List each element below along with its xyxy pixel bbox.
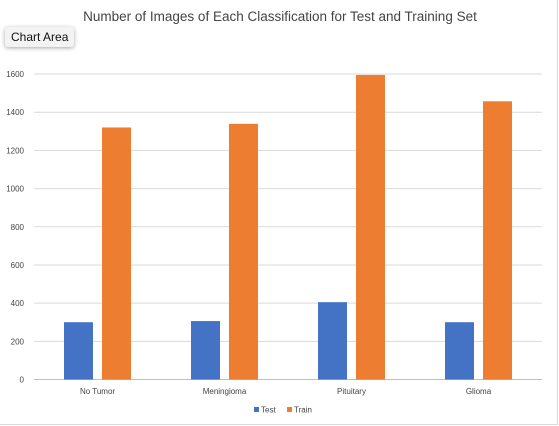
legend-label-test: Test [261,406,276,415]
chart-area-tooltip: Chart Area [5,27,75,47]
bar-test-no-tumor[interactable] [64,322,93,380]
bar-test-glioma[interactable] [445,322,474,380]
y-tick-label: 1200 [6,146,24,155]
legend-swatch-test [254,407,259,412]
y-tick-label: 800 [11,223,25,232]
bar-train-meningioma[interactable] [229,123,258,380]
legend: Test Train [254,406,312,415]
bar-train-glioma[interactable] [483,101,512,380]
x-category-label: Glioma [466,387,492,396]
bar-train-no-tumor[interactable] [102,127,131,380]
legend-swatch-train [287,407,292,412]
x-category-label: No Tumor [80,387,115,396]
bar-train-pituitary[interactable] [356,74,385,380]
chart-title: Number of Images of Each Classification … [83,9,477,24]
y-tick-label: 1000 [6,185,24,194]
bar-test-meningioma[interactable] [191,321,220,380]
bar-test-pituitary[interactable] [318,302,347,380]
bars [64,74,512,380]
x-category-label: Meningioma [203,387,247,396]
y-tick-label: 200 [11,337,25,346]
y-tick-label: 1600 [6,70,24,79]
x-category-label: Pituitary [337,387,366,396]
y-tick-label: 1400 [6,108,24,117]
y-tick-label: 400 [11,299,25,308]
y-axis-ticks: 0 200 400 600 800 1000 1200 1400 1600 [6,70,24,385]
y-tick-label: 0 [20,376,25,385]
legend-label-train: Train [294,406,312,415]
x-axis-labels: No Tumor Meningioma Pituitary Glioma [80,387,492,396]
y-tick-label: 600 [11,261,25,270]
